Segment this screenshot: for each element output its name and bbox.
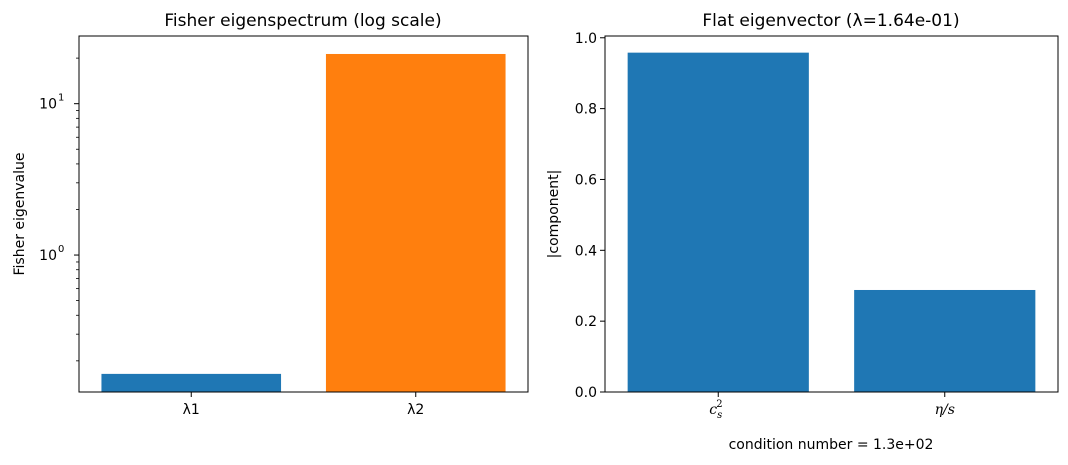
y-tick-label: 0.4 (575, 243, 597, 259)
eigenvector-axes-frame (604, 35, 1059, 393)
eigenspectrum-axes-frame (78, 35, 529, 393)
y-tick-exponent: 1 (58, 93, 64, 104)
component-bar-2 (854, 289, 1036, 392)
x-tick-label: cs2 (709, 399, 722, 421)
x-tick-label: λ2 (407, 402, 424, 418)
x-tick-label: λ1 (183, 402, 200, 418)
y-tick-label: 0.6 (575, 172, 597, 188)
eigenspectrum-y-axis-label: Fisher eigenvalue (12, 152, 28, 275)
y-tick-label: 10 (39, 248, 57, 264)
eigenvector-panel: 0.0 0.2 0.4 0.6 0.8 1.0 cs2 η/s Flat eigenvect… (546, 11, 1059, 453)
eigenvector-x-axis-label: condition number = 1.3e+02 (729, 437, 934, 453)
y-tick-label: 0.2 (575, 314, 597, 330)
eigenspectrum-x-ticks: λ1 λ2 (183, 392, 424, 418)
eigenvector-y-ticks: 0.0 0.2 0.4 0.6 0.8 1.0 (575, 31, 605, 401)
eigenvector-title: Flat eigenvector (λ=1.64e-01) (702, 11, 959, 31)
y-tick-label: 10 (39, 97, 57, 113)
eigenvector-bars (627, 52, 1036, 393)
eigenvalue-bar-2 (325, 53, 506, 392)
eigenvalue-bar-1 (101, 373, 282, 392)
y-tick-label: 0.8 (575, 102, 597, 118)
y-tick-exponent: 0 (58, 244, 64, 255)
component-bar-1 (627, 52, 809, 393)
y-tick-label: 1.0 (575, 31, 597, 47)
eigenvector-y-axis-label: |component| (546, 170, 562, 259)
eigenvector-x-ticks: cs2 η/s (709, 392, 955, 421)
y-tick-label: 0.0 (575, 385, 597, 401)
eigenspectrum-title: Fisher eigenspectrum (log scale) (164, 11, 441, 31)
eigenspectrum-bars (101, 53, 506, 392)
x-tick-label: η/s (935, 402, 955, 418)
